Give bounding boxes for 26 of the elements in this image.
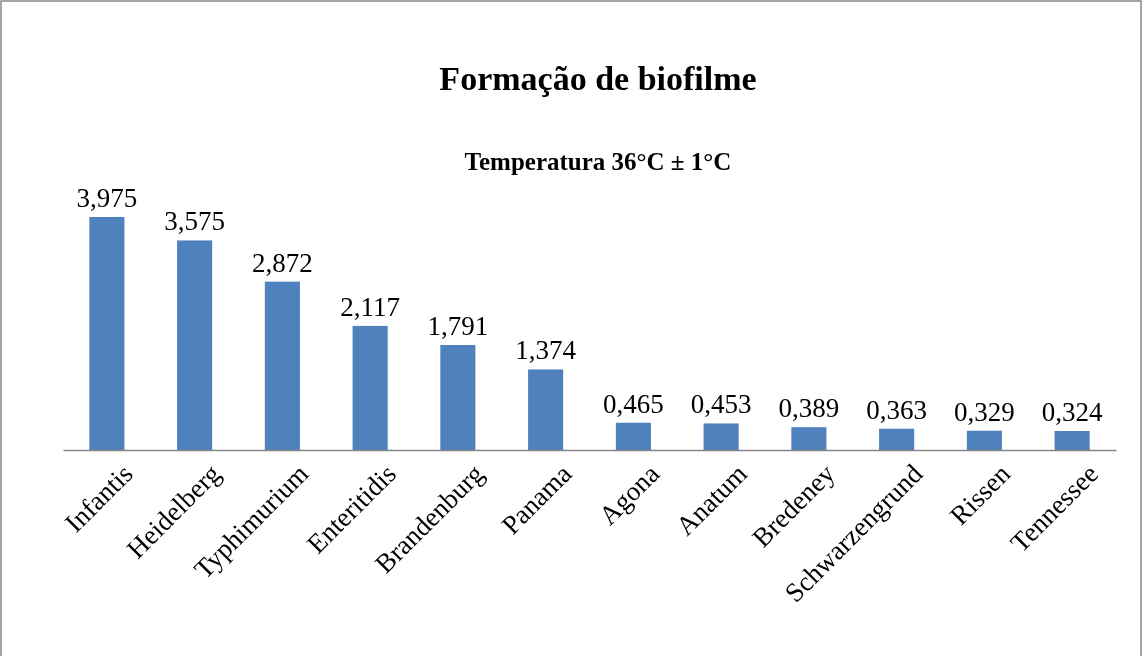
data-label: 0,465 [603, 388, 664, 419]
bar [879, 428, 915, 450]
data-label: 1,791 [427, 311, 489, 342]
bar [1054, 431, 1090, 450]
bar [264, 281, 300, 450]
bar [703, 423, 739, 450]
bar [89, 217, 125, 450]
bar [177, 240, 213, 450]
chart-title: Formação de biofilme [439, 60, 757, 97]
data-label: 3,575 [164, 206, 225, 237]
bar [966, 430, 1002, 450]
bar [615, 422, 651, 450]
bar [440, 345, 476, 450]
data-label: 0,453 [690, 389, 752, 420]
data-label: 2,117 [340, 291, 400, 322]
data-label: 0,329 [954, 396, 1015, 427]
data-label: 2,872 [252, 247, 313, 278]
data-label: 0,363 [866, 394, 927, 425]
data-label: 0,324 [1041, 397, 1103, 428]
data-label: 3,975 [76, 183, 138, 213]
bar [352, 325, 388, 450]
chart-subtitle: Temperatura 36°C ± 1°C [464, 148, 732, 175]
data-label: 0,389 [778, 393, 840, 424]
data-label: 1,374 [515, 335, 577, 366]
bar [791, 427, 827, 450]
bar [528, 369, 564, 450]
